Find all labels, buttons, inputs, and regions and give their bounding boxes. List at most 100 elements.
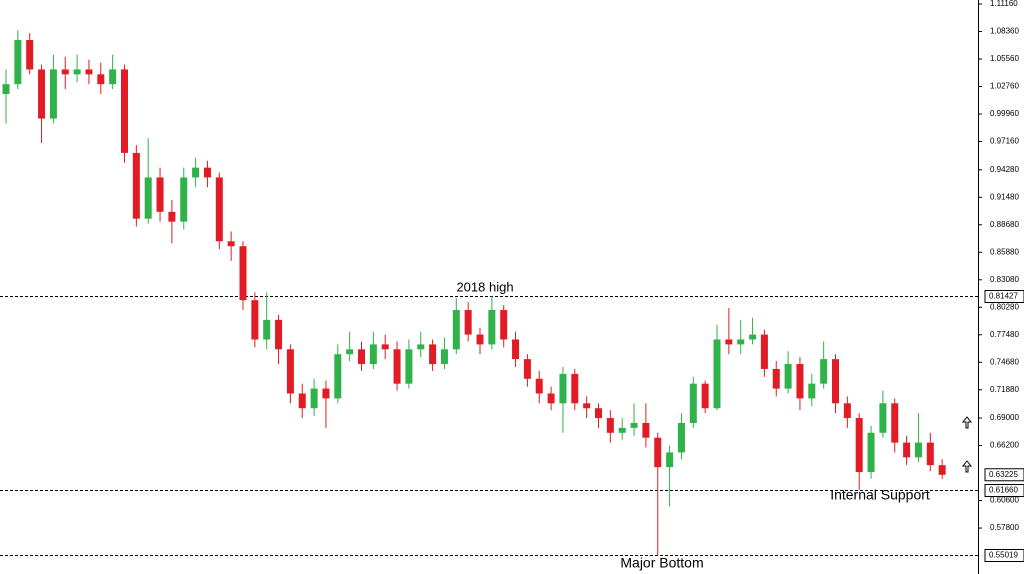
y-tick-label: 0.99960 <box>990 109 1019 118</box>
candle-body <box>855 418 863 473</box>
candle-body <box>310 388 318 409</box>
annotation: 2018 high <box>456 279 513 294</box>
candle-body <box>192 167 200 178</box>
candle-body <box>381 344 389 350</box>
candle-body <box>654 437 662 468</box>
candle-body <box>369 344 377 365</box>
candle-body <box>215 177 223 242</box>
candle-body <box>263 319 271 340</box>
y-tick-label: 0.77480 <box>990 330 1019 339</box>
candle-body <box>772 368 780 389</box>
y-tick-label: 0.66200 <box>990 441 1019 450</box>
annotation: Internal Support <box>830 487 930 503</box>
candle-body <box>476 334 484 345</box>
y-tick-label: 1.11160 <box>990 0 1018 8</box>
y-tick-label: 0.69000 <box>990 413 1019 422</box>
candle-body <box>926 442 934 466</box>
candle-body <box>144 177 152 219</box>
y-tick-label: 0.97160 <box>990 137 1019 146</box>
candle-body <box>14 39 22 85</box>
candle-body <box>713 339 721 409</box>
candle-body <box>49 69 57 119</box>
candle-body <box>168 211 176 222</box>
candle-body <box>132 152 140 219</box>
candle-body <box>346 349 354 355</box>
candle-body <box>322 388 330 399</box>
y-tick-label: 0.60600 <box>990 496 1019 505</box>
candle-body <box>737 339 745 345</box>
candle-body <box>820 359 828 384</box>
candle-body <box>275 319 283 350</box>
candle-body <box>606 418 614 433</box>
candle-body <box>630 422 638 428</box>
candle-body <box>227 241 235 247</box>
candle-body <box>832 359 839 404</box>
candle-body <box>618 427 626 433</box>
y-tick-label: 0.83080 <box>990 275 1019 284</box>
level-label-box <box>984 549 1024 562</box>
candle-body <box>440 349 448 365</box>
candle-body <box>843 403 851 419</box>
candle-body <box>666 452 674 468</box>
candle-body <box>251 300 259 340</box>
y-tick-label: 0.94280 <box>990 165 1019 174</box>
candle-body <box>725 339 733 345</box>
candle-body <box>938 465 946 475</box>
level-label: 0.81427 <box>989 292 1018 301</box>
candle-body <box>547 393 555 404</box>
candle-body <box>73 69 81 75</box>
candle-body <box>595 408 602 419</box>
candle-body <box>85 69 93 75</box>
y-tick-label: 0.91480 <box>990 192 1019 201</box>
candle-body <box>286 349 294 394</box>
candle-body <box>784 364 792 389</box>
candle-body <box>203 167 211 178</box>
candle-body <box>914 442 922 458</box>
candle-body <box>429 344 437 365</box>
arrow-icon <box>961 460 973 473</box>
y-tick-label: 0.74680 <box>990 357 1019 366</box>
level-label: 0.55019 <box>989 551 1018 560</box>
candle-body <box>38 69 46 119</box>
y-tick-label: 1.05560 <box>990 54 1019 63</box>
candle-body <box>358 349 365 365</box>
candle-body <box>512 339 520 360</box>
y-tick-label: 1.02760 <box>990 82 1019 91</box>
arrow-icon <box>961 416 973 429</box>
candle-body <box>642 422 650 438</box>
candle-body <box>559 373 567 404</box>
candle-body <box>156 177 164 212</box>
y-tick-label: 0.88680 <box>990 220 1019 229</box>
candle-body <box>26 39 34 70</box>
candle-body <box>903 442 911 458</box>
candle-body <box>677 422 685 453</box>
candle-body <box>500 310 508 340</box>
candle-body <box>61 69 69 75</box>
y-tick-label: 0.57800 <box>990 523 1019 532</box>
current-price-label: 0.63225 <box>989 470 1018 479</box>
candle-body <box>749 334 757 340</box>
candle-body <box>97 74 105 85</box>
candle-body <box>760 334 768 369</box>
candle-body <box>879 403 887 433</box>
level-label-box <box>984 484 1024 497</box>
candle-body <box>298 393 306 409</box>
candle-body <box>180 177 188 222</box>
candle-body <box>535 378 543 394</box>
candle-body <box>239 246 247 301</box>
y-tick-label: 0.71880 <box>990 385 1019 394</box>
candle-body <box>2 84 10 94</box>
candle-body <box>417 344 425 350</box>
candle-body <box>583 403 591 409</box>
y-tick-label: 0.85880 <box>990 247 1019 256</box>
candle-body <box>405 349 413 384</box>
candle-body <box>867 432 875 473</box>
candle-body <box>488 310 496 345</box>
candle-body <box>452 310 460 350</box>
level-label-box <box>984 290 1024 303</box>
annotation: Major Bottom <box>620 555 703 571</box>
candle-body <box>523 359 531 379</box>
